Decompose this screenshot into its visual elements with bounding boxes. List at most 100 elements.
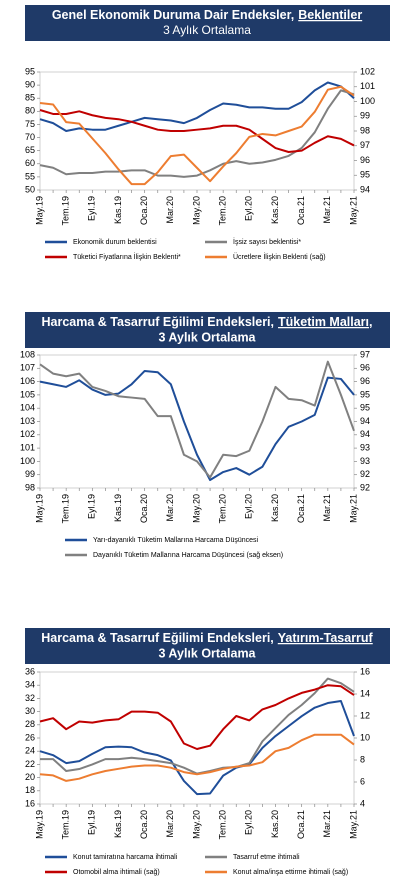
y-tick-label: 28 [25, 719, 35, 729]
x-tick-label: May.20 [191, 810, 201, 839]
y2-tick-label: 4 [360, 798, 365, 808]
y2-tick-label: 94 [360, 429, 370, 439]
x-tick-label: May.19 [34, 810, 44, 839]
y-tick-label: 100 [20, 456, 35, 466]
y2-tick-label: 99 [360, 111, 370, 121]
title-text: Genel Ekonomik Duruma Dair Endeksler, [52, 8, 294, 22]
x-tick-label: May.20 [191, 196, 201, 225]
x-tick-label: Kas.20 [270, 810, 280, 838]
y-tick-label: 105 [20, 389, 35, 399]
x-tick-label: Mar.21 [322, 196, 332, 224]
plot-frame [39, 354, 355, 489]
x-tick-label: May.21 [348, 494, 358, 523]
y2-tick-label: 96 [360, 376, 370, 386]
x-tick-label: Tem.20 [218, 810, 228, 840]
title-link: Yatırım-Tasarruf [278, 631, 374, 645]
title-bar [25, 5, 390, 41]
x-tick-label: Kas.20 [270, 196, 280, 224]
y-tick-label: 30 [25, 706, 35, 716]
x-tick-label: Oca.20 [139, 494, 149, 523]
x-tick-label: Tem.19 [61, 494, 71, 524]
chart-subtitle: 3 Aylık Ortalama [163, 23, 251, 37]
title-link: Tüketim Malları, [278, 315, 372, 329]
y-tick-label: 102 [20, 429, 35, 439]
chart-title: Genel Ekonomik Duruma Dair Endeksler, Bek… [52, 8, 363, 22]
y-tick-label: 75 [25, 119, 35, 129]
legend-label: Konut tamiratına harcama ihtimali [73, 854, 178, 861]
y2-tick-label: 10 [360, 732, 370, 742]
y2-tick-label: 95 [360, 170, 370, 180]
x-tick-label: Kas.20 [270, 494, 280, 522]
x-tick-label: May.19 [34, 494, 44, 523]
y2-tick-label: 12 [360, 710, 370, 720]
y-tick-label: 24 [25, 746, 35, 756]
y2-tick-label: 96 [360, 363, 370, 373]
title-bar [25, 312, 390, 348]
y-tick-label: 80 [25, 106, 35, 116]
y2-tick-label: 97 [360, 349, 370, 359]
x-tick-label: May.19 [34, 196, 44, 225]
series-line [39, 85, 355, 186]
series-line [39, 684, 355, 750]
x-tick-label: Kas.19 [113, 196, 123, 224]
chart-title: Harcama & Tasarruf Eğilimi Endeksleri, Ya… [41, 631, 373, 645]
legend-label: Konut alma/inşa ettirme ihtimali (sağ) [233, 869, 348, 876]
legend-label: Ekonomik durum beklentisi [73, 239, 157, 246]
y2-tick-label: 100 [360, 96, 375, 106]
x-tick-label: Kas.19 [113, 810, 123, 838]
y-tick-label: 18 [25, 785, 35, 795]
y-tick-label: 70 [25, 132, 35, 142]
y2-tick-label: 94 [360, 416, 370, 426]
legend-label: Tasarruf etme ihtimali [233, 854, 300, 861]
x-tick-label: Mar.20 [165, 494, 175, 522]
series-line [39, 109, 355, 153]
chart-subtitle: 3 Aylık Ortalama [158, 330, 256, 344]
x-tick-label: Mar.20 [165, 810, 175, 838]
y2-tick-label: 96 [360, 155, 370, 165]
y2-tick-label: 93 [360, 442, 370, 452]
series-line [39, 733, 355, 782]
legend-label: Dayanıklı Tüketim Mallarına Harcama Düşü… [93, 552, 283, 559]
y2-tick-label: 95 [360, 403, 370, 413]
x-tick-label: Oca.21 [296, 810, 306, 839]
x-tick-label: Mar.21 [322, 494, 332, 522]
title-text: Harcama & Tasarruf Eğilimi Endeksleri, [41, 631, 274, 645]
series-line [39, 369, 355, 482]
y-tick-label: 98 [25, 482, 35, 492]
x-tick-label: Tem.20 [218, 494, 228, 524]
series-line [39, 89, 355, 178]
y-tick-label: 16 [25, 798, 35, 808]
y2-tick-label: 16 [360, 666, 370, 676]
x-tick-label: Tem.19 [61, 810, 71, 840]
y-tick-label: 95 [25, 66, 35, 76]
y-tick-label: 106 [20, 376, 35, 386]
x-tick-label: May.21 [348, 810, 358, 839]
title-bar [25, 628, 390, 664]
series-line [39, 360, 355, 479]
x-tick-label: May.20 [191, 494, 201, 523]
y-tick-label: 32 [25, 693, 35, 703]
y2-tick-label: 92 [360, 482, 370, 492]
x-tick-label: Oca.21 [296, 196, 306, 225]
y-tick-label: 101 [20, 442, 35, 452]
legend-label: İşsiz sayısı beklentisi* [233, 237, 301, 246]
x-tick-label: Oca.20 [139, 196, 149, 225]
series-line [39, 81, 355, 132]
y2-tick-label: 102 [360, 66, 375, 76]
y2-tick-label: 6 [360, 776, 365, 786]
y2-tick-label: 98 [360, 125, 370, 135]
y-tick-label: 20 [25, 772, 35, 782]
y2-tick-label: 14 [360, 688, 370, 698]
y-tick-label: 36 [25, 666, 35, 676]
y2-tick-label: 97 [360, 140, 370, 150]
y2-tick-label: 101 [360, 81, 375, 91]
y-tick-label: 108 [20, 349, 35, 359]
series-line [40, 677, 355, 775]
y-tick-label: 50 [25, 184, 35, 194]
legend-label: Yarı-dayanıklı Tüketim Mallarına Harcama… [93, 537, 259, 544]
x-tick-label: Eyl.19 [87, 810, 97, 835]
y2-tick-label: 95 [360, 389, 370, 399]
y-tick-label: 104 [20, 403, 35, 413]
